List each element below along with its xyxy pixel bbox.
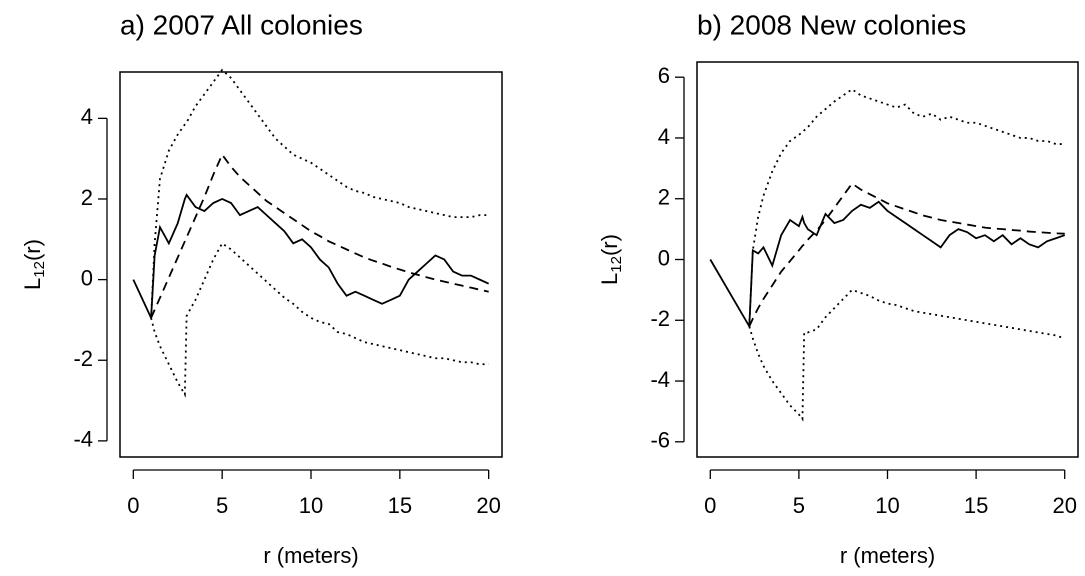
x-tick-label: 5 [216,493,228,518]
y-tick-label: 0 [81,265,93,290]
y-tick-label: -2 [73,346,93,371]
x-tick-label: 0 [127,493,139,518]
series-line [132,193,490,319]
y-tick-label: 0 [658,245,670,270]
y-axis-label-main: L [597,273,622,285]
series-line [709,200,1066,330]
x-axis-label: r (meters) [840,543,935,568]
y-axis-label-subscript: 12 [608,256,625,273]
x-tick-label: 20 [476,493,500,518]
y-axis-label-main: L [20,278,45,290]
y-axis-label: L12(r) [597,234,625,285]
y-tick-label: -4 [73,427,93,452]
chart-title: a) 2007 All colonies [120,9,363,40]
series-line [150,242,489,398]
y-tick-label: 2 [658,185,670,210]
x-tick-label: 20 [1052,493,1076,518]
y-tick-label: -6 [650,428,670,453]
x-tick-label: 0 [704,493,716,518]
y-tick-label: 2 [81,185,93,210]
series-line [748,88,1065,327]
y-axis-label-subscript: 12 [31,261,48,278]
chart-title: b) 2008 New colonies [697,9,966,40]
y-axis-label-suffix: (r) [597,234,622,256]
series-line [748,182,1065,327]
y-tick-label: -2 [650,306,670,331]
series-line [150,152,489,319]
y-tick-label: 4 [81,104,93,129]
x-tick-label: 10 [875,493,899,518]
y-tick-label: 6 [658,63,670,88]
x-axis-label: r (meters) [263,543,358,568]
x-tick-label: 15 [388,493,412,518]
x-tick-label: 15 [964,493,988,518]
x-tick-label: 10 [299,493,323,518]
y-tick-label: -4 [650,367,670,392]
y-axis-label-suffix: (r) [20,239,45,261]
y-tick-label: 4 [658,124,670,149]
y-axis-label: L12(r) [20,239,48,290]
series-line [150,68,489,318]
series-line [748,288,1066,422]
plot-box [696,61,1079,458]
x-tick-label: 5 [793,493,805,518]
plot-box [119,71,503,458]
